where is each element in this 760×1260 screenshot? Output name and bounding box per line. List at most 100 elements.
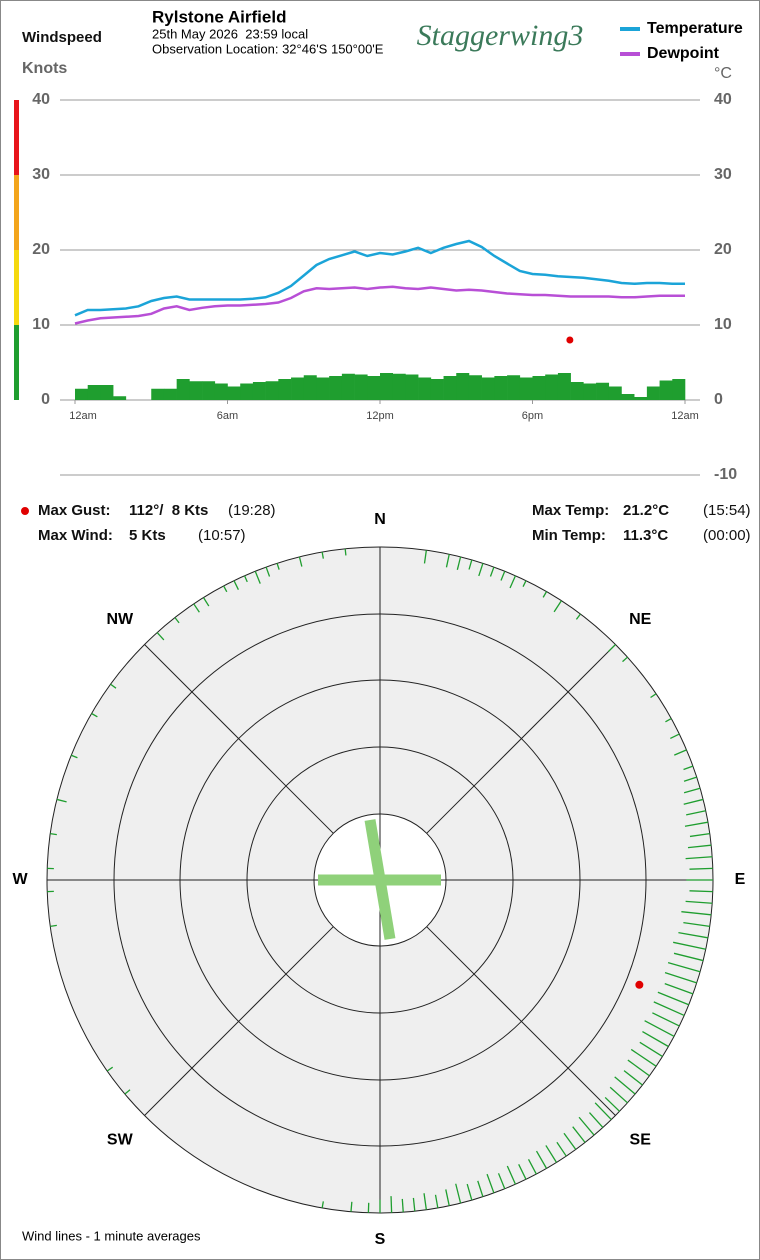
wind-bar <box>240 383 254 400</box>
y2-tick-label: 40 <box>714 91 732 108</box>
wind-line <box>445 554 450 568</box>
x-tick-label: 12am <box>69 410 97 422</box>
wind-bar <box>583 383 597 400</box>
stat-label: Max Wind: <box>38 527 113 544</box>
wind-line <box>193 603 200 613</box>
wind-bar <box>672 379 686 400</box>
wind-bar <box>176 379 190 400</box>
wind-line <box>535 1150 548 1169</box>
axis-line <box>426 644 616 834</box>
wind-line <box>233 580 239 590</box>
legend-label: Dewpoint <box>647 45 720 62</box>
wind-line <box>455 1183 462 1204</box>
wind-bar <box>519 377 533 400</box>
direction-label: N <box>374 511 386 528</box>
wind-line <box>689 867 713 870</box>
x-tick-label: 12pm <box>366 410 394 422</box>
wind-line <box>518 1164 527 1180</box>
gust-marker <box>635 980 644 989</box>
wind-bar <box>291 377 305 400</box>
wind-line <box>665 717 672 723</box>
x-tick-label: 12am <box>671 410 699 422</box>
wind-line <box>673 952 704 962</box>
direction-label: SE <box>630 1131 652 1148</box>
time-chart: Windspeed Knots °C Rylstone Airfield 25t… <box>14 7 743 483</box>
wind-bar <box>316 377 330 400</box>
wind-bar <box>608 386 622 400</box>
wind-line <box>321 551 324 559</box>
wind-bar <box>227 386 241 400</box>
wind-line <box>683 765 694 771</box>
wind-line <box>56 798 67 803</box>
series-line <box>74 239 685 317</box>
wind-bar <box>443 376 457 400</box>
wind-bar <box>113 396 127 400</box>
wind-bar <box>341 373 355 400</box>
wind-line <box>553 600 562 613</box>
wind-line <box>556 1141 567 1157</box>
wind-line <box>687 844 712 849</box>
wind-bar <box>252 382 266 400</box>
wind-line <box>489 566 495 577</box>
wind-line <box>653 1001 685 1017</box>
wind-line <box>685 856 713 860</box>
wind-bar <box>265 381 279 400</box>
stat-value: 11.3°C <box>623 527 668 544</box>
axis-line <box>426 926 616 1116</box>
wind-line <box>689 833 710 838</box>
wind-line <box>156 632 165 641</box>
series-line <box>74 285 685 325</box>
wind-line <box>681 911 712 916</box>
wind-line <box>423 550 427 564</box>
wind-line <box>344 548 347 556</box>
y-axis-label: Knots <box>22 60 67 77</box>
location: Observation Location: 32°46'S 150°00'E <box>152 41 384 56</box>
wind-bar <box>557 373 571 400</box>
wind-line <box>683 798 704 805</box>
wind-bar <box>303 375 317 400</box>
wind-bar <box>202 381 216 400</box>
chart-title: Windspeed <box>22 29 102 46</box>
wind-bar <box>570 382 584 400</box>
wind-bar <box>75 388 89 400</box>
wind-line <box>607 644 616 653</box>
wind-line <box>670 733 680 739</box>
direction-label: NE <box>629 611 652 628</box>
axis-line <box>144 644 334 834</box>
wind-bar <box>659 380 673 400</box>
wind-line <box>652 1012 680 1027</box>
wind-bar <box>456 373 470 400</box>
wind-line <box>657 991 689 1006</box>
scale-band <box>14 250 19 325</box>
wind-line <box>223 585 228 593</box>
wind-line <box>110 683 117 689</box>
wind-line <box>509 575 517 589</box>
scale-band <box>14 100 19 175</box>
wind-bar <box>367 376 381 400</box>
wind-bar <box>380 373 394 400</box>
wind-line <box>91 712 98 718</box>
wind-line <box>202 597 210 607</box>
wind-line <box>276 563 280 570</box>
wind-bar <box>278 379 292 400</box>
wind-line <box>683 787 701 794</box>
wind-line <box>456 556 462 570</box>
wind-line <box>500 571 506 581</box>
wind-bar <box>507 375 521 400</box>
wind-bar <box>596 382 610 400</box>
stat-time: (10:57) <box>198 527 246 544</box>
wind-line <box>298 556 303 567</box>
y2-tick-label: 20 <box>714 241 732 258</box>
wind-line <box>623 1070 643 1086</box>
wind-bar <box>494 376 508 400</box>
wind-bar <box>100 385 114 400</box>
gust-marker <box>566 336 574 344</box>
wind-line <box>678 931 709 939</box>
wind-line <box>604 1096 620 1112</box>
wind-bar <box>405 374 419 400</box>
wind-line <box>664 971 697 984</box>
y-tick-label: 40 <box>32 91 50 108</box>
y-tick-label: 0 <box>41 391 50 408</box>
wind-line <box>401 1198 404 1213</box>
